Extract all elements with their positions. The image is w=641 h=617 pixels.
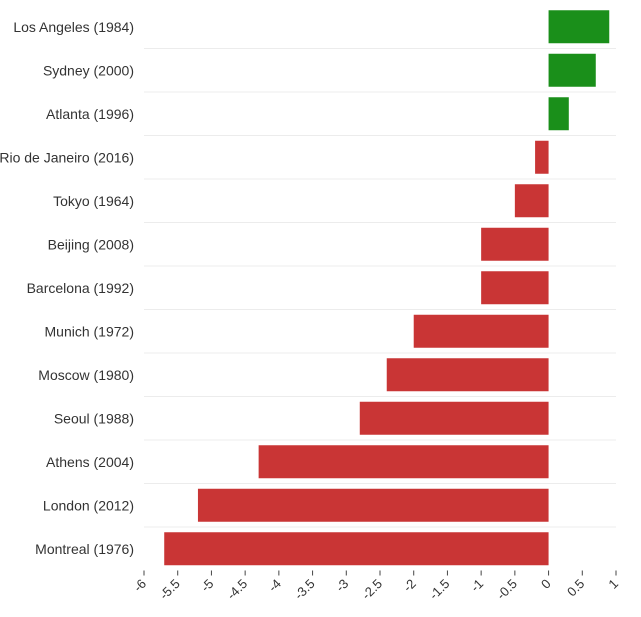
bar-seoul-1988 — [359, 401, 549, 435]
bar-montreal-1976 — [164, 532, 549, 566]
x-tick-label: -4.5 — [224, 576, 250, 602]
bar-rio-de-janeiro-2016 — [535, 140, 549, 174]
bars — [164, 10, 610, 566]
category-label: Barcelona (1992) — [27, 280, 134, 296]
category-label: Seoul (1988) — [54, 410, 134, 426]
bar-tokyo-1964 — [514, 184, 549, 218]
x-axis: -6 -5.5 -5 -4.5 -4 -3.5 -3 -2.5 -2 -1.5 -1 -0.5 0 0.5… — [130, 570, 621, 602]
category-label: Beijing (2008) — [48, 236, 134, 252]
x-tick-label: -0.5 — [494, 576, 520, 602]
category-label: Rio de Janeiro (2016) — [0, 149, 134, 165]
bar-london-2012 — [197, 488, 549, 522]
category-label: Los Angeles (1984) — [13, 19, 134, 35]
category-label: Tokyo (1964) — [53, 193, 134, 209]
category-labels: Los Angeles (1984) Sydney (2000) Atlanta (… — [0, 19, 134, 557]
x-tick-label: -2 — [400, 576, 419, 595]
bar-athens-2004 — [258, 445, 549, 479]
x-tick-label: -6 — [130, 576, 149, 595]
bar-munich-1972 — [413, 314, 549, 348]
bar-moscow-1980 — [386, 358, 549, 392]
x-tick-label: -1 — [467, 576, 486, 595]
bar-barcelona-1992 — [481, 271, 549, 305]
bar-los-angeles-1984 — [548, 10, 610, 44]
bar-beijing-2008 — [481, 227, 549, 261]
category-label: Munich (1972) — [45, 323, 135, 339]
category-label: Sydney (2000) — [43, 62, 134, 78]
category-label: Athens (2004) — [46, 454, 134, 470]
x-tick-label: -5 — [198, 576, 217, 595]
bar-sydney-2000 — [548, 53, 596, 87]
row-gridlines — [144, 48, 616, 528]
x-tick-label: -3 — [333, 576, 352, 595]
x-tick-label: 0.5 — [564, 576, 587, 599]
x-tick-label: 0 — [538, 576, 554, 592]
x-tick-label: -3.5 — [291, 576, 317, 602]
bar-atlanta-1996 — [548, 97, 569, 131]
x-tick-label: -1.5 — [426, 576, 452, 602]
category-label: Atlanta (1996) — [46, 106, 134, 122]
x-tick-label: -4 — [265, 576, 284, 595]
category-label: London (2012) — [43, 497, 134, 513]
category-label: Moscow (1980) — [38, 367, 134, 383]
x-tick-label: -2.5 — [359, 576, 385, 602]
category-label: Montreal (1976) — [35, 541, 134, 557]
x-tick-label: -5.5 — [156, 576, 182, 602]
x-tick-label: 1 — [605, 576, 621, 592]
